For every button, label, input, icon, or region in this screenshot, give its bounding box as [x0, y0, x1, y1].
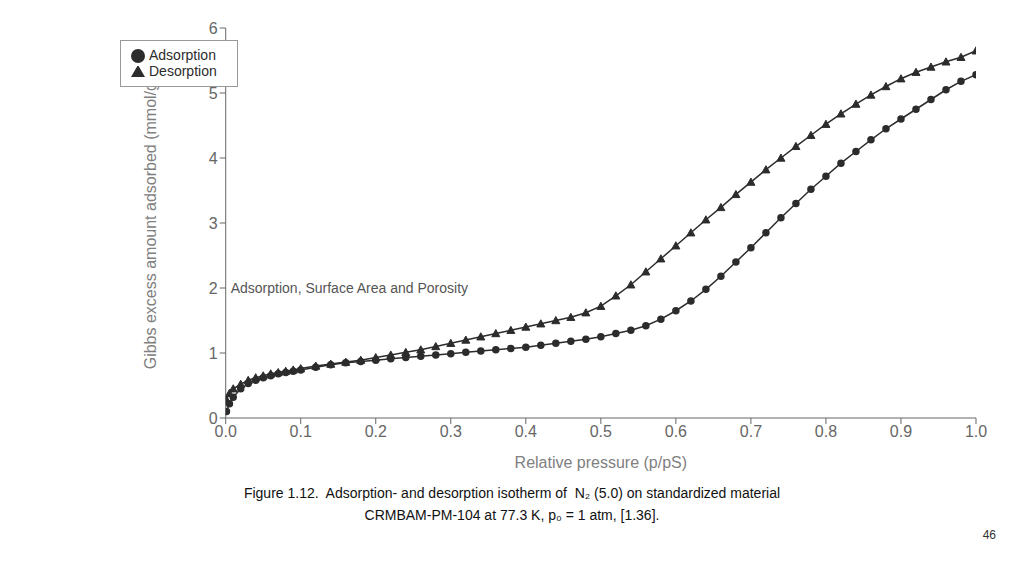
svg-text:1.0: 1.0: [965, 423, 987, 440]
html-text:Figure 1.12. Adsorption- and d: Figure 1.12. Adsorption- and desorption …: [243, 485, 781, 501]
html-text:46: 46: [982, 528, 996, 542]
html-text:Desorption: Desorption: [149, 63, 217, 80]
svg-text:0.7: 0.7: [740, 423, 762, 440]
svg-text:2: 2: [209, 280, 218, 297]
svg-text:Relative pressure (p/pS): Relative pressure (p/pS): [515, 454, 688, 471]
html-text:CRMBAM-PM-104 at 77.3 K, p₀ =: CRMBAM-PM-104 at 77.3 K, p₀ = 1 atm, [1.…: [364, 507, 660, 523]
svg-text:3: 3: [209, 215, 218, 232]
svg-text:0.4: 0.4: [515, 423, 537, 440]
svg-text:Gibbs excess amount adsorbed (: Gibbs excess amount adsorbed (mmol/g): [142, 77, 159, 370]
svg-text:0.0: 0.0: [215, 423, 237, 440]
svg-text:0.8: 0.8: [815, 423, 837, 440]
svg-text:0.3: 0.3: [440, 423, 462, 440]
svg-text:0.1: 0.1: [290, 423, 312, 440]
svg-text:0.9: 0.9: [890, 423, 912, 440]
svg-text:Adsorption, Surface Area and P: Adsorption, Surface Area and Porosity: [231, 280, 468, 296]
svg-text:1: 1: [209, 345, 218, 362]
svg-text:0: 0: [209, 410, 218, 427]
svg-text:0.6: 0.6: [665, 423, 687, 440]
svg-text:4: 4: [209, 150, 218, 167]
svg-text:0.5: 0.5: [590, 423, 612, 440]
svg-text:0.2: 0.2: [365, 423, 387, 440]
html-text:Adsorption: Adsorption: [149, 47, 216, 63]
svg-text:5: 5: [209, 85, 218, 102]
svg-text:6: 6: [209, 20, 218, 37]
